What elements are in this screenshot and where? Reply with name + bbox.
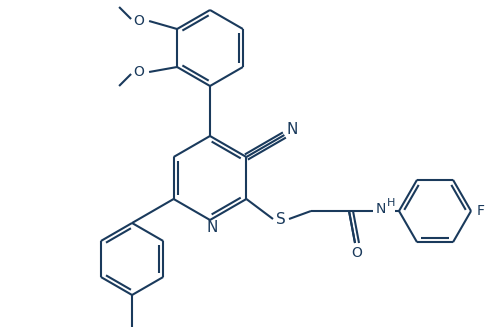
Text: O: O <box>134 65 145 79</box>
Text: N: N <box>376 202 386 216</box>
Text: O: O <box>134 14 145 28</box>
Text: N: N <box>287 122 298 137</box>
Text: S: S <box>276 211 286 226</box>
Text: N: N <box>206 220 218 235</box>
Text: F: F <box>477 204 485 218</box>
Text: H: H <box>387 198 395 208</box>
Text: O: O <box>352 246 363 260</box>
